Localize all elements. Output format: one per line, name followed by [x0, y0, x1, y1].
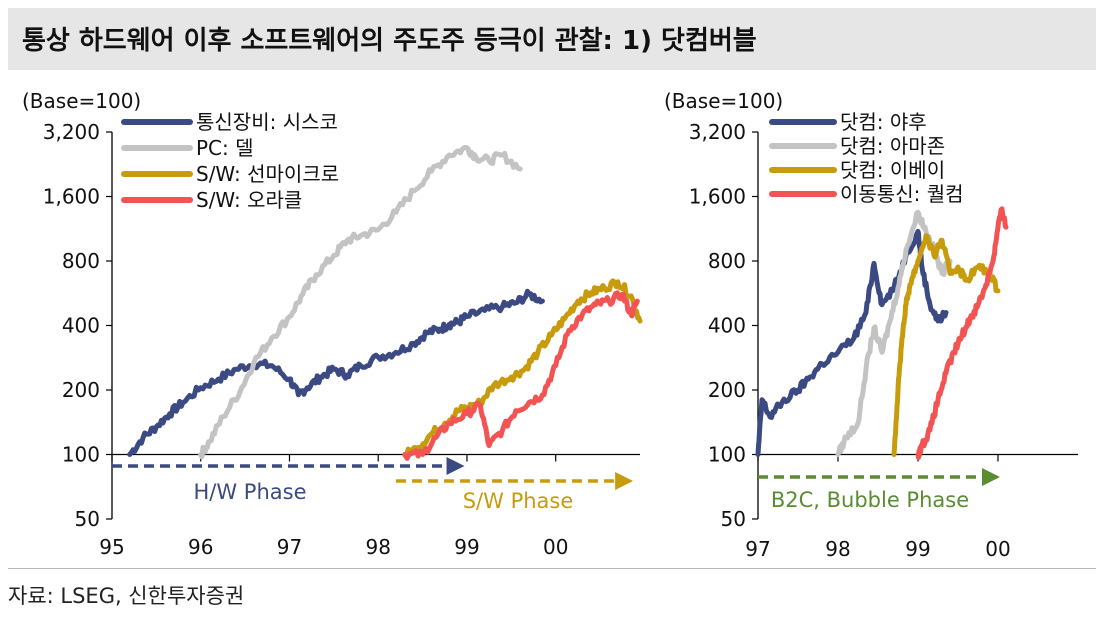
chart1-x-tick-label: 98: [365, 535, 390, 559]
chart1-x-tick-label: 95: [99, 535, 124, 559]
chart2-y-tick-label: 800: [708, 249, 746, 273]
chart2-phase-arrow-head: [982, 468, 1000, 486]
chart1-y-tick-label: 800: [62, 249, 100, 273]
chart2-y-tick-label: 3,200: [689, 120, 746, 144]
chart1-y-tick-label: 400: [62, 314, 100, 338]
chart2-legend-label: 이동통신: 퀄컴: [840, 182, 964, 206]
chart1-y-tick-label: 200: [62, 378, 100, 402]
chart1-y-tick-label: 100: [62, 443, 100, 467]
source-note: 자료: LSEG, 신한투자증권: [8, 584, 245, 608]
chart2-y-tick-label: 400: [708, 314, 746, 338]
chart1-x-tick-label: 00: [543, 535, 568, 559]
chart1-series-line-2: [198, 144, 523, 460]
chart2-x-tick-label: 00: [985, 537, 1010, 561]
chart1-series-line-1: [127, 288, 545, 457]
chart1-phase-label: H/W Phase: [193, 480, 306, 504]
chart2-x-tick-label: 97: [745, 537, 770, 561]
chart2-series-line-1: [755, 228, 949, 457]
chart1-legend-label: S/W: 선마이크로: [196, 162, 339, 186]
chart2-phase-label: B2C, Bubble Phase: [771, 488, 969, 512]
chart1-y-tick-label: 1,600: [43, 185, 100, 209]
chart1-legend-label: PC: 델: [196, 136, 254, 160]
chart2-legend-label: 닷컴: 야후: [840, 110, 927, 134]
chart2-y-tick-label: 1,600: [689, 185, 746, 209]
chart2-x-tick-label: 99: [905, 537, 930, 561]
chart1-series-line-3: [402, 278, 643, 458]
chart2-y-tick-label: 200: [708, 378, 746, 402]
chart1-y-tick-label: 3,200: [43, 120, 100, 144]
title-bar: 통상 하드웨어 이후 소프트웨어의 주도주 등극이 관찰: 1) 닷컴버블: [8, 8, 1096, 70]
chart2-series-line-4: [915, 206, 1009, 460]
chart2-base-label: (Base=100): [664, 89, 783, 113]
chart2-y-tick-label: 100: [708, 443, 746, 467]
chart2-legend-label: 닷컴: 이베이: [840, 158, 945, 182]
chart1-legend-label: S/W: 오라클: [196, 188, 302, 212]
chart1-x-tick-label: 99: [454, 535, 479, 559]
chart1-base-label: (Base=100): [22, 89, 141, 113]
chart1-phase-arrow-head: [446, 457, 465, 475]
chart2-series-line-3: [891, 233, 1001, 457]
chart1-series-line-4: [402, 290, 640, 461]
chart2-x-tick-label: 98: [825, 537, 850, 561]
chart1-legend-label: 통신장비: 시스코: [196, 110, 338, 134]
footer-divider: [8, 568, 1096, 569]
page-title: 통상 하드웨어 이후 소프트웨어의 주도주 등극이 관찰: 1) 닷컴버블: [22, 26, 757, 56]
chart1-x-tick-label: 97: [277, 535, 302, 559]
chart1-phase-label: S/W Phase: [463, 489, 574, 513]
chart1-x-tick-label: 96: [188, 535, 213, 559]
chart1-phase-arrow-head: [615, 472, 634, 490]
chart1-y-tick-label: 50: [75, 507, 100, 531]
chart2-legend-label: 닷컴: 아마존: [840, 134, 945, 158]
chart2-y-tick-label: 50: [721, 507, 746, 531]
